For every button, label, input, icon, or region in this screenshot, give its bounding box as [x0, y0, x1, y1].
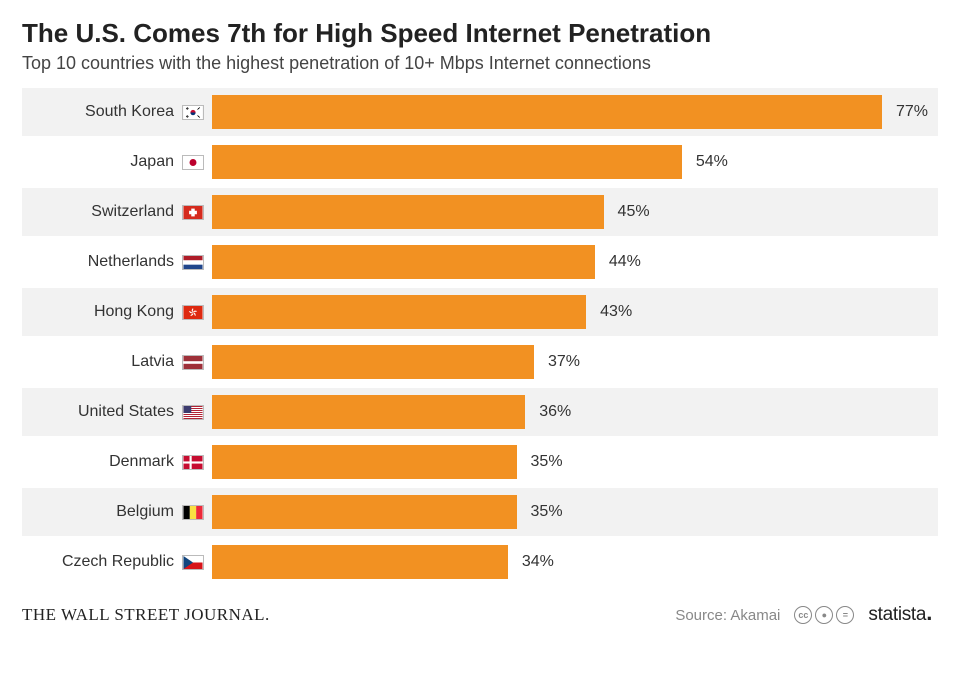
country-label: Netherlands	[88, 253, 174, 271]
bar	[212, 445, 517, 479]
chart-row: Switzerland 45%	[22, 188, 938, 236]
flag-icon	[182, 555, 204, 570]
bar-value: 34%	[522, 553, 554, 571]
bar-cell: 37%	[212, 338, 938, 386]
bar	[212, 345, 534, 379]
bar-value: 54%	[696, 153, 728, 171]
country-label: Belgium	[116, 503, 174, 521]
bar	[212, 95, 882, 129]
bar-value: 44%	[609, 253, 641, 271]
chart-row: United States 36%	[22, 388, 938, 436]
chart-row: South Korea 77%	[22, 88, 938, 136]
bar	[212, 245, 595, 279]
bar-value: 36%	[539, 403, 571, 421]
bar	[212, 395, 525, 429]
cc-icon: cc	[794, 606, 812, 624]
row-label-cell: United States	[22, 403, 212, 421]
brand-statista: statista.	[868, 604, 932, 626]
row-label-cell: South Korea	[22, 103, 212, 121]
bar-cell: 43%	[212, 288, 938, 336]
bar-cell: 35%	[212, 488, 938, 536]
chart-row: Japan 54%	[22, 138, 938, 186]
country-label: Latvia	[131, 353, 174, 371]
flag-icon	[182, 305, 204, 320]
row-label-cell: Switzerland	[22, 203, 212, 221]
bar-cell: 54%	[212, 138, 938, 186]
by-icon: ●	[815, 606, 833, 624]
bar-chart: South Korea 77% Japan 54% Switzerland 45% Neth…	[22, 88, 938, 586]
flag-icon	[182, 505, 204, 520]
country-label: Hong Kong	[94, 303, 174, 321]
brand-wsj: THE WALL STREET JOURNAL.	[22, 605, 270, 625]
row-label-cell: Denmark	[22, 453, 212, 471]
bar-value: 43%	[600, 303, 632, 321]
bar-cell: 77%	[212, 88, 938, 136]
bar-cell: 45%	[212, 188, 938, 236]
bar	[212, 145, 682, 179]
row-label-cell: Belgium	[22, 503, 212, 521]
chart-row: Latvia 37%	[22, 338, 938, 386]
flag-icon	[182, 405, 204, 420]
country-label: United States	[78, 403, 174, 421]
chart-title: The U.S. Comes 7th for High Speed Intern…	[22, 18, 938, 49]
bar	[212, 195, 604, 229]
flag-icon	[182, 355, 204, 370]
row-label-cell: Hong Kong	[22, 303, 212, 321]
bar-value: 35%	[531, 453, 563, 471]
flag-icon	[182, 205, 204, 220]
row-label-cell: Japan	[22, 153, 212, 171]
bar	[212, 545, 508, 579]
bar-cell: 44%	[212, 238, 938, 286]
bar	[212, 295, 586, 329]
chart-subtitle: Top 10 countries with the highest penetr…	[22, 53, 938, 74]
bar-cell: 34%	[212, 538, 938, 586]
chart-row: Belgium 35%	[22, 488, 938, 536]
nd-icon: =	[836, 606, 854, 624]
footer: THE WALL STREET JOURNAL. Source: Akamai …	[22, 604, 938, 626]
bar-cell: 35%	[212, 438, 938, 486]
bar	[212, 495, 517, 529]
row-label-cell: Latvia	[22, 353, 212, 371]
chart-row: Czech Republic 34%	[22, 538, 938, 586]
bar-value: 77%	[896, 103, 928, 121]
chart-row: Netherlands 44%	[22, 238, 938, 286]
source-label: Source: Akamai	[675, 607, 780, 624]
flag-icon	[182, 155, 204, 170]
country-label: Czech Republic	[62, 553, 174, 571]
chart-row: Denmark 35%	[22, 438, 938, 486]
chart-row: Hong Kong 43%	[22, 288, 938, 336]
row-label-cell: Netherlands	[22, 253, 212, 271]
bar-cell: 36%	[212, 388, 938, 436]
flag-icon	[182, 455, 204, 470]
bar-value: 35%	[531, 503, 563, 521]
country-label: Switzerland	[91, 203, 174, 221]
country-label: South Korea	[85, 103, 174, 121]
bar-value: 37%	[548, 353, 580, 371]
row-label-cell: Czech Republic	[22, 553, 212, 571]
country-label: Denmark	[109, 453, 174, 471]
flag-icon	[182, 105, 204, 120]
bar-value: 45%	[618, 203, 650, 221]
country-label: Japan	[130, 153, 174, 171]
license-icons: cc ● =	[794, 606, 854, 624]
flag-icon	[182, 255, 204, 270]
